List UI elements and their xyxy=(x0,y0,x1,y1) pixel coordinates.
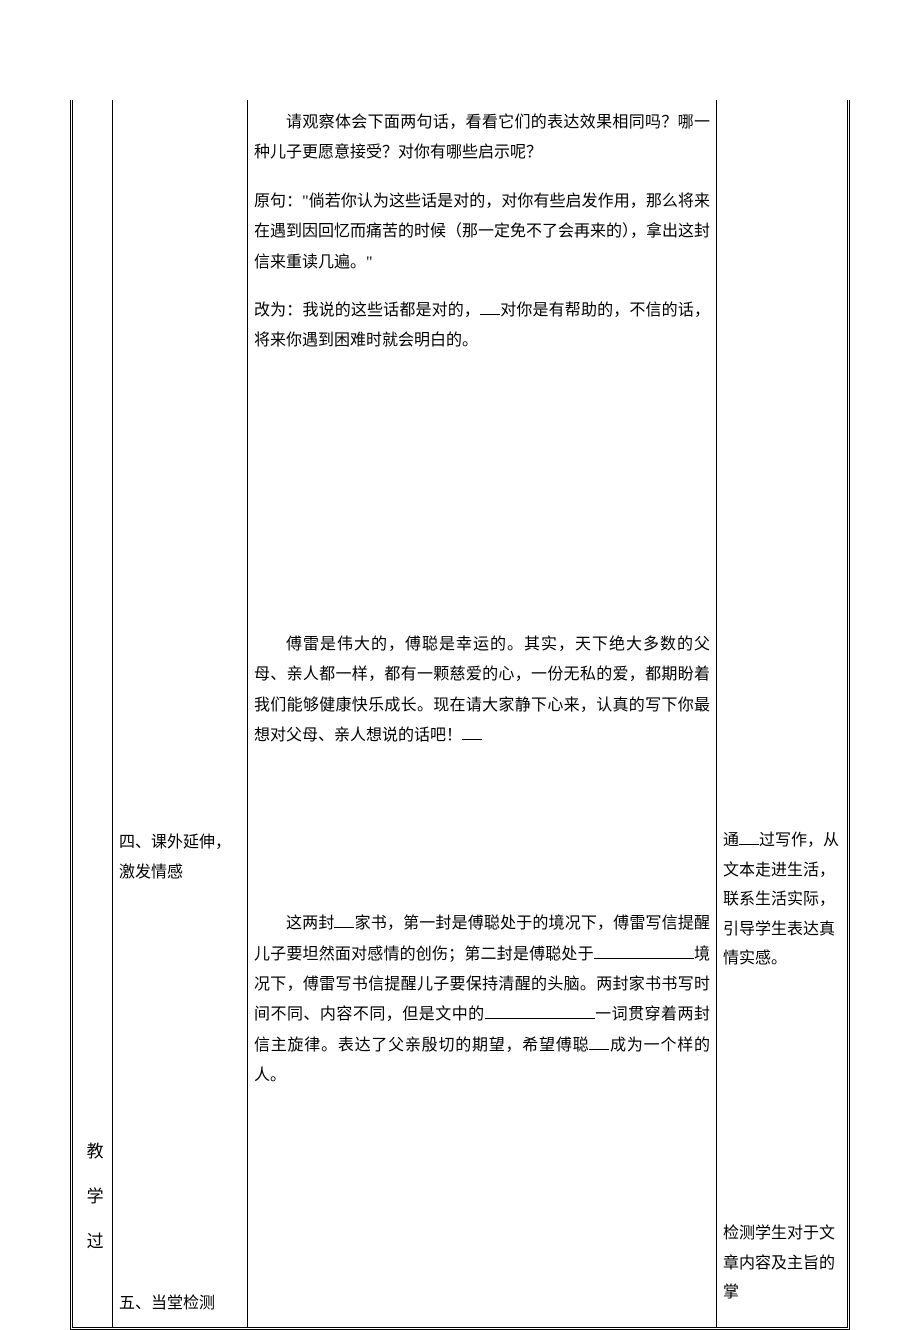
revised-label: 改为：我说的这些话都是对的， xyxy=(254,302,480,319)
revised-sentence: 改为：我说的这些话都是对的，对你是有帮助的，不信的话，将来你遇到困难时就会明白的… xyxy=(254,296,710,357)
quiz-paragraph: 这两封家书，第一封是傅聪处于的境况下，傅雷写信提醒儿子要坦然面对感情的创伤；第二… xyxy=(254,909,710,1091)
blank-2 xyxy=(462,724,482,740)
main-table: 教学过 四、课外延伸，激发情感 五、当堂检测 请观察体会下面两句话，看看它们的表… xyxy=(70,100,850,1330)
note1-part2: 过写作，从文本走进生活，联系生活实际，引导学生表达真情实感。 xyxy=(723,832,839,967)
note1-part1: 通 xyxy=(723,832,739,849)
section-4-title: 四、课外延伸，激发情感 xyxy=(119,828,241,889)
column-1-label: 教学过 xyxy=(73,100,113,1327)
extension-paragraph: 傅雷是伟大的，傅聪是幸运的。其实，天下绝大多数的父母、亲人都一样，都有一颗慈爱的… xyxy=(254,630,710,752)
column-2-sections: 四、课外延伸，激发情感 五、当堂检测 xyxy=(113,100,248,1327)
quiz-part1: 这两封 xyxy=(286,915,334,932)
intro-paragraph: 请观察体会下面两句话，看看它们的表达效果相同吗？哪一种儿子更愿意接受？对你有哪些… xyxy=(254,108,710,169)
original-label: 原句： xyxy=(254,193,302,210)
column-4-notes: 通过写作，从文本走进生活，联系生活实际，引导学生表达真情实感。 检测学生对于文章… xyxy=(717,100,847,1327)
column-3-content: 请观察体会下面两句话，看看它们的表达效果相同吗？哪一种儿子更愿意接受？对你有哪些… xyxy=(248,100,717,1327)
note-2: 检测学生对于文章内容及主旨的掌 xyxy=(723,1219,841,1308)
note-1: 通过写作，从文本走进生活，联系生活实际，引导学生表达真情实感。 xyxy=(723,826,841,974)
blank-5 xyxy=(485,1003,595,1019)
original-text: "倘若你认为这些话是对的，对你有些启发作用，那么将来在遇到因回忆而痛苦的时候（那… xyxy=(254,193,710,271)
blank-4 xyxy=(594,943,694,959)
blank-7 xyxy=(739,829,759,845)
original-sentence: 原句："倘若你认为这些话是对的，对你有些启发作用，那么将来在遇到因回忆而痛苦的时… xyxy=(254,187,710,278)
blank-3 xyxy=(334,912,354,928)
vertical-label: 教学过 xyxy=(76,1142,108,1277)
section-5-title: 五、当堂检测 xyxy=(119,1289,241,1319)
blank-1 xyxy=(480,299,500,315)
blank-6 xyxy=(589,1034,609,1050)
